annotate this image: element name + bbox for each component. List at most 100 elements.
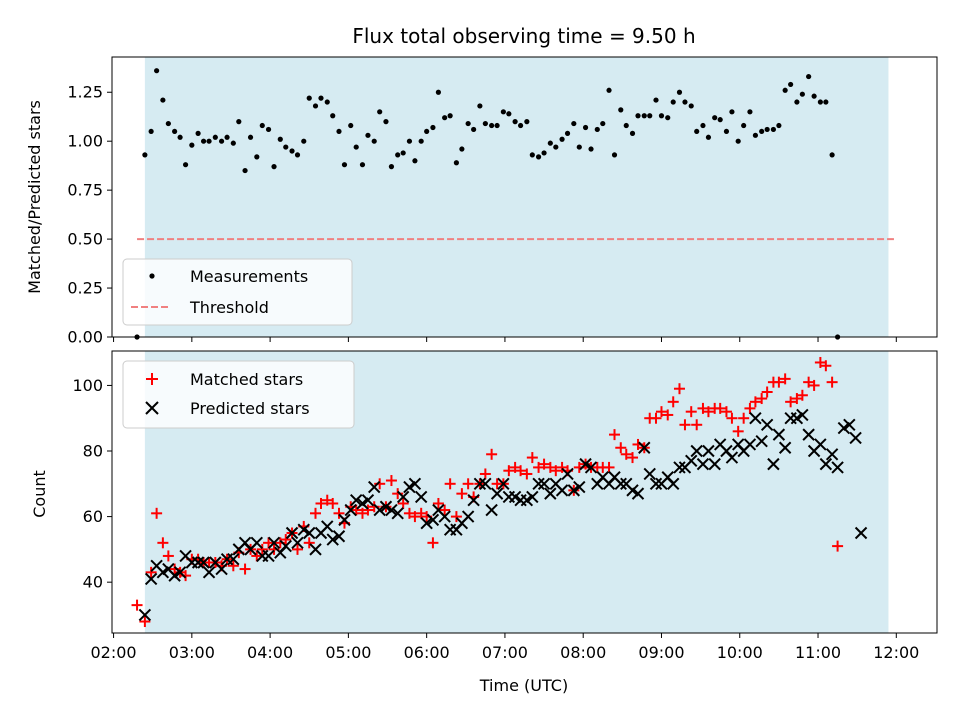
predicted-star-point bbox=[202, 566, 216, 579]
measurement-point bbox=[336, 128, 342, 135]
matched-star-point bbox=[826, 376, 838, 388]
predicted-star-point bbox=[749, 412, 762, 425]
measurement-point bbox=[588, 146, 594, 152]
predicted-star-mark bbox=[479, 477, 492, 491]
predicted-star-mark bbox=[426, 513, 440, 527]
predicted-star-point bbox=[843, 418, 856, 431]
matched-star-point bbox=[392, 488, 404, 500]
measurement-point bbox=[600, 120, 606, 127]
predicted-star-mark bbox=[156, 566, 170, 579]
measurement-point bbox=[529, 152, 535, 158]
predicted-star-mark bbox=[673, 461, 686, 474]
predicted-star-mark bbox=[373, 503, 386, 517]
measurement-point bbox=[594, 126, 600, 133]
measurement-point bbox=[811, 93, 817, 99]
predicted-star-mark bbox=[508, 490, 522, 504]
matched-star-point bbox=[462, 478, 474, 490]
matched-star-point bbox=[256, 543, 268, 555]
predicted-star-point bbox=[420, 516, 433, 530]
predicted-star-point bbox=[250, 536, 264, 550]
matched-star-point bbox=[714, 402, 726, 414]
predicted-star-point bbox=[361, 493, 375, 507]
measurement-point bbox=[764, 126, 770, 133]
predicted-star-mark bbox=[197, 556, 210, 569]
measurement-point bbox=[312, 103, 319, 109]
predicted-star-mark bbox=[262, 549, 275, 563]
matched-star-point bbox=[303, 537, 315, 549]
matched-star-point bbox=[761, 386, 773, 398]
predicted-star-point bbox=[778, 441, 792, 454]
matched-star-point bbox=[362, 504, 374, 516]
matched-star-point bbox=[726, 412, 738, 424]
legend-threshold-label: Threshold bbox=[189, 298, 269, 317]
measurement-point bbox=[200, 138, 207, 144]
predicted-star-point bbox=[802, 428, 815, 441]
matched-star-point bbox=[427, 537, 439, 549]
top-y-tick-label: 0.00 bbox=[67, 328, 103, 347]
predicted-star-point bbox=[262, 549, 275, 563]
predicted-star-mark bbox=[661, 471, 674, 484]
predicted-star-mark bbox=[432, 503, 445, 517]
matched-star-point bbox=[702, 406, 714, 418]
predicted-star-point bbox=[215, 562, 228, 576]
matched-star-point bbox=[486, 448, 498, 460]
predicted-star-mark bbox=[837, 421, 851, 435]
measurement-point bbox=[283, 144, 289, 150]
bottom-y-tick-label: 100 bbox=[72, 376, 103, 395]
predicted-star-mark bbox=[490, 487, 504, 500]
predicted-star-mark bbox=[297, 523, 310, 536]
predicted-star-point bbox=[532, 477, 545, 491]
predicted-star-point bbox=[626, 484, 639, 497]
measurement-point bbox=[289, 148, 295, 154]
matched-star-point bbox=[450, 511, 462, 523]
legend-measurements-marker bbox=[149, 273, 155, 279]
predicted-star-point bbox=[373, 503, 386, 517]
measurement-point bbox=[571, 120, 577, 127]
bottom-x-tick-label: 11:00 bbox=[795, 643, 841, 662]
bottom-x-tick-label: 12:00 bbox=[873, 643, 919, 662]
predicted-star-mark bbox=[227, 553, 240, 566]
measurement-point bbox=[465, 120, 471, 127]
measurement-point bbox=[418, 138, 424, 144]
measurement-point bbox=[770, 126, 777, 133]
measurement-point bbox=[782, 87, 788, 93]
predicted-star-point bbox=[168, 569, 181, 582]
measurement-point bbox=[794, 99, 800, 105]
measurement-point bbox=[148, 128, 154, 135]
measurement-point bbox=[172, 128, 178, 135]
predicted-star-mark bbox=[303, 526, 316, 540]
matched-star-point bbox=[131, 599, 143, 611]
matched-star-point bbox=[315, 497, 327, 509]
bottom-y-tick-label: 60 bbox=[83, 507, 103, 526]
matched-star-point bbox=[655, 406, 667, 418]
bottom-x-tick-label: 03:00 bbox=[169, 643, 215, 662]
predicted-star-mark bbox=[438, 510, 451, 523]
predicted-star-point bbox=[831, 461, 844, 474]
predicted-star-point bbox=[461, 510, 475, 523]
measurement-point bbox=[752, 132, 759, 138]
measurement-point bbox=[182, 162, 189, 168]
matched-star-point bbox=[620, 448, 632, 460]
matched-star-point bbox=[732, 425, 744, 437]
predicted-star-point bbox=[767, 457, 780, 471]
predicted-star-point bbox=[819, 457, 833, 471]
measurement-point bbox=[189, 142, 195, 148]
matched-star-point bbox=[832, 540, 844, 552]
predicted-star-mark bbox=[579, 457, 592, 471]
bottom-axes-frame bbox=[111, 350, 938, 634]
measurement-point bbox=[823, 99, 829, 105]
predicted-star-point bbox=[309, 543, 322, 556]
predicted-star-mark bbox=[584, 461, 598, 474]
predicted-star-point bbox=[291, 536, 304, 550]
predicted-star-point bbox=[414, 490, 428, 504]
legend-measurements-label: Measurements bbox=[190, 267, 308, 286]
measurement-point bbox=[247, 134, 254, 140]
measurement-point bbox=[535, 154, 542, 160]
measurement-point bbox=[541, 150, 547, 156]
bottom-x-tick-label: 08:00 bbox=[560, 643, 606, 662]
predicted-star-point bbox=[544, 487, 557, 500]
matched-star-point bbox=[550, 465, 562, 477]
predicted-star-mark bbox=[743, 438, 757, 451]
matched-star-point bbox=[280, 534, 292, 546]
predicted-star-point bbox=[467, 493, 480, 507]
